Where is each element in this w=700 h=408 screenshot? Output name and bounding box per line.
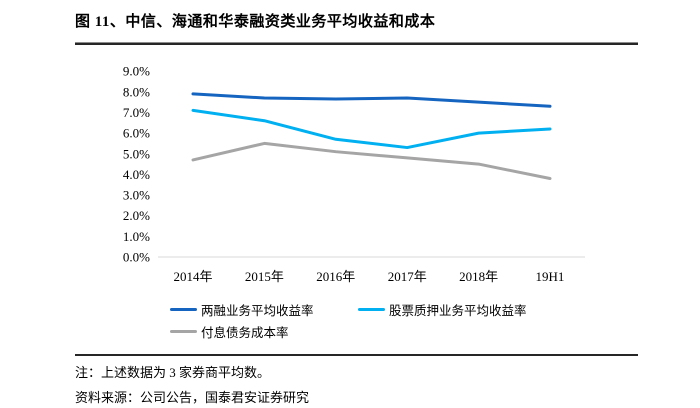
legend-label: 付息债务成本率	[201, 325, 289, 340]
legend-line-swatch-dark-blue	[170, 307, 197, 311]
legend-line-swatch-light-blue	[358, 307, 385, 311]
legend-item-margin-yield: 两融业务平均收益率	[170, 302, 314, 318]
figure-source: 资料来源：公司公告，国泰君安证券研究	[75, 390, 310, 405]
series-line	[191, 92, 552, 108]
y-tick-label: 4.0%	[123, 167, 150, 182]
y-tick-label: 9.0%	[123, 64, 150, 79]
y-tick-label: 8.0%	[123, 84, 150, 99]
legend-line-swatch-gray	[170, 329, 197, 333]
y-tick-label: 7.0%	[123, 105, 150, 120]
series-line	[191, 108, 552, 150]
legend-label: 两融业务平均收益率	[201, 303, 314, 318]
y-tick-label: 3.0%	[123, 188, 150, 203]
y-tick-label: 5.0%	[123, 146, 150, 161]
figure-note: 注：上述数据为 3 家券商平均数。	[75, 365, 271, 380]
x-tick-label: 2017年	[388, 269, 427, 284]
x-tick-label: 2015年	[245, 269, 284, 284]
title-divider	[75, 42, 638, 45]
x-tick-label: 2014年	[173, 269, 212, 284]
legend-item-debt-cost: 付息债务成本率	[170, 324, 289, 340]
y-tick-label: 0.0%	[123, 250, 150, 265]
y-tick-label: 2.0%	[123, 208, 150, 223]
line-chart: 0.0% 1.0% 2.0% 3.0% 4.0% 5.0% 6.0% 7.0% 8.0% 9.0%…	[123, 64, 585, 284]
y-tick-label: 1.0%	[123, 229, 150, 244]
note-divider	[75, 354, 638, 356]
x-tick-label: 2018年	[459, 269, 498, 284]
series-line	[191, 141, 552, 181]
x-tick-label: 2016年	[316, 269, 355, 284]
figure-title: 图 11、中信、海通和华泰融资类业务平均收益和成本	[75, 14, 436, 30]
y-tick-label: 6.0%	[123, 126, 150, 141]
x-tick-label: 19H1	[536, 269, 565, 284]
legend-item-pledge-yield: 股票质押业务平均收益率	[358, 302, 527, 318]
legend-label: 股票质押业务平均收益率	[389, 303, 527, 318]
